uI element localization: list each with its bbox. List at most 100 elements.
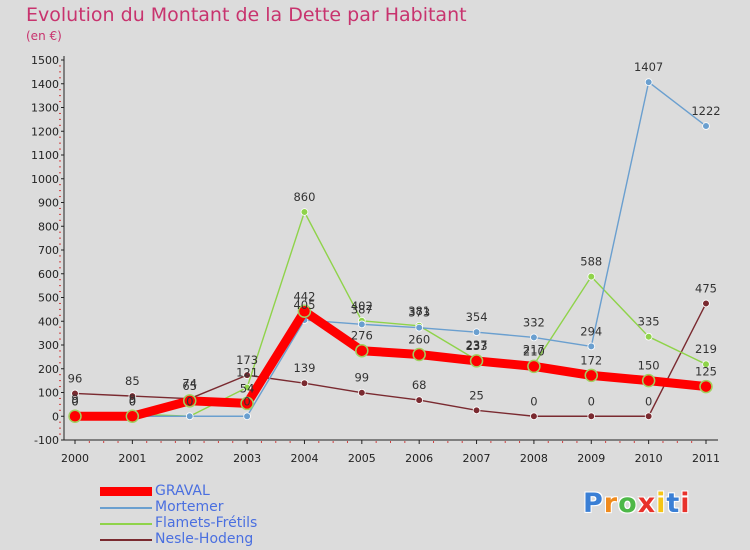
data-label: 1222: [691, 104, 720, 118]
data-point: [472, 328, 481, 336]
data-label: 217: [523, 343, 545, 357]
data-label: 402: [351, 299, 373, 313]
data-point: [415, 396, 423, 404]
data-label: 294: [580, 324, 602, 338]
data-point: [644, 332, 653, 341]
series-line: [74, 211, 707, 417]
data-point: [527, 359, 541, 374]
data-label: 0: [129, 394, 136, 408]
legend-swatch: [100, 487, 152, 496]
data-point: [702, 299, 710, 308]
data-label: 0: [186, 394, 193, 408]
data-point: [644, 412, 653, 421]
y-tick-label: 700: [38, 244, 59, 257]
data-label: 25: [469, 388, 484, 402]
data-point: [412, 347, 426, 362]
data-point: [128, 392, 137, 400]
x-tick-label: 2005: [348, 452, 376, 465]
data-point: [472, 406, 481, 415]
legend-label: Flamets-Frétils: [155, 515, 258, 531]
y-tick-label: 200: [38, 363, 59, 376]
y-tick-label: 0: [52, 410, 59, 423]
series-line: [74, 302, 707, 417]
data-label: 150: [638, 359, 660, 373]
data-label: 125: [695, 365, 717, 379]
y-tick-label: 900: [38, 197, 59, 210]
data-label: 172: [580, 353, 602, 367]
x-tick-label: 2010: [635, 452, 663, 465]
series-mortemer: [71, 78, 710, 421]
legend-swatch: [100, 507, 152, 509]
data-point: [530, 412, 538, 421]
x-tick-label: 2008: [520, 452, 548, 465]
data-label: 233: [466, 339, 488, 353]
data-point: [641, 373, 656, 388]
series-nesle-hodeng: [71, 299, 710, 421]
data-label: 860: [293, 190, 315, 204]
data-label: 173: [236, 353, 258, 367]
data-point: [358, 388, 366, 397]
data-point: [300, 379, 309, 388]
data-label: 9: [129, 392, 136, 406]
x-tick-label: 2011: [692, 452, 720, 465]
y-axis-unit-label: (en €): [26, 29, 62, 43]
data-label: 405: [293, 298, 315, 312]
series-line: [70, 306, 711, 421]
y-tick-label: 1500: [31, 54, 59, 67]
data-label: 0: [129, 394, 136, 408]
data-label: 0: [588, 394, 595, 408]
data-point: [358, 320, 366, 329]
data-label: 387: [351, 302, 373, 316]
y-tick-label: -100: [34, 434, 59, 447]
data-label: 332: [523, 315, 545, 329]
data-label: 588: [580, 255, 602, 269]
data-point: [300, 208, 309, 216]
y-tick-label: 1000: [31, 173, 59, 186]
data-point: [415, 323, 423, 332]
data-label: 68: [412, 378, 427, 392]
data-point: [587, 342, 596, 351]
legend-swatch: [100, 523, 152, 525]
data-label: 0: [186, 394, 193, 408]
data-label: 0: [243, 394, 250, 408]
data-label: 354: [466, 310, 488, 324]
x-tick-label: 2000: [61, 452, 89, 465]
data-label: 139: [293, 361, 315, 375]
data-label: 0: [71, 394, 78, 408]
data-point: [243, 412, 251, 421]
data-point: [702, 360, 710, 369]
data-label: 237: [466, 338, 488, 352]
data-label: 74: [182, 377, 197, 391]
chart-series-layer: [68, 78, 713, 423]
data-point: [587, 272, 596, 281]
data-point: [185, 412, 194, 421]
data-label: 0: [71, 394, 78, 408]
legend-label: Mortemer: [155, 499, 224, 515]
y-tick-label: 1300: [31, 102, 59, 115]
data-label: 96: [68, 371, 83, 385]
data-label: 65: [182, 379, 197, 393]
data-point: [644, 78, 653, 86]
data-point: [68, 409, 82, 423]
data-label: 276: [351, 329, 373, 343]
data-point: [240, 396, 254, 411]
y-tick-label: 300: [38, 339, 59, 352]
data-point: [182, 394, 197, 408]
y-tick-label: 1400: [31, 78, 59, 91]
data-label: 442: [293, 289, 315, 303]
data-point: [587, 412, 596, 421]
series-line: [74, 81, 707, 417]
data-label: 475: [695, 281, 717, 295]
chart-title: Evolution du Montant de la Dette par Hab…: [26, 4, 467, 26]
data-label: 9: [71, 392, 78, 406]
x-tick-label: 2007: [463, 452, 491, 465]
data-label: 0: [530, 394, 537, 408]
data-point: [699, 379, 713, 394]
x-tick-label: 2001: [118, 452, 146, 465]
series-graval: [68, 304, 713, 423]
data-point: [71, 389, 79, 398]
data-label: 1407: [634, 60, 663, 74]
data-label: 373: [408, 306, 430, 320]
data-point: [469, 354, 484, 368]
